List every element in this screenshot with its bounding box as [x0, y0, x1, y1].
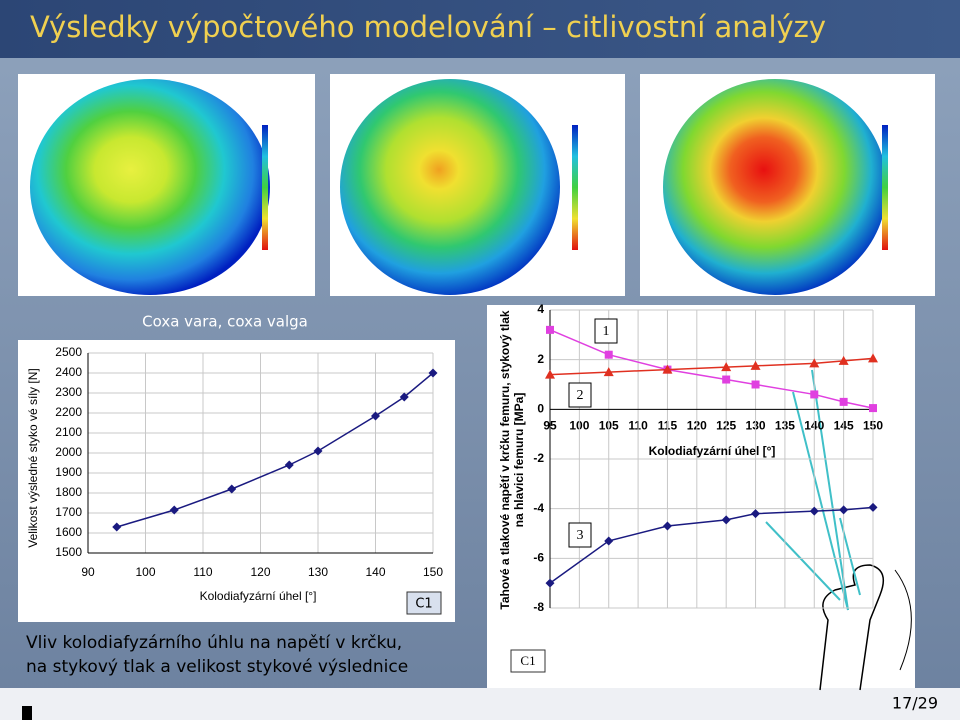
x-tick-label: 140: [365, 565, 385, 579]
y-tick-label: 1800: [55, 485, 82, 499]
y-tick-label: 1500: [55, 545, 82, 559]
marker: [751, 380, 760, 389]
y-tick-label: 2200: [55, 405, 82, 419]
marker: [721, 515, 731, 525]
contour-images: [18, 74, 935, 296]
marker: [603, 367, 614, 377]
y-axis-label: Tahové a tlakové napětí v krčku femuru, …: [498, 310, 512, 610]
marker: [839, 505, 849, 515]
contour: [340, 79, 560, 295]
slide-title: Výsledky výpočtového modelování – citliv…: [30, 10, 826, 44]
x-tick-label: 100: [135, 565, 155, 579]
series-line: [549, 329, 874, 409]
marker: [751, 509, 761, 519]
series-line: [549, 506, 874, 584]
title-bar: [0, 0, 960, 58]
annotation-box: [406, 591, 442, 615]
x-tick-label: 90: [81, 565, 95, 579]
marker: [869, 404, 877, 413]
x-axis-label: Kolodiafyzární úhel [°]: [649, 444, 776, 458]
x-axis-label: Kolodiafyzární úhel [°]: [200, 589, 317, 603]
y-tick-label: 4: [537, 302, 544, 316]
series-label-box: [568, 522, 592, 548]
marker: [662, 364, 673, 374]
marker: [722, 375, 731, 384]
y-tick-label: -8: [533, 600, 544, 614]
marker: [545, 578, 555, 588]
marker: [750, 360, 761, 370]
y-tick-label: 2300: [55, 385, 82, 399]
colorbar: [262, 125, 268, 250]
marker: [604, 536, 614, 546]
y-tick-label: 0: [537, 402, 544, 416]
chart-frame: [18, 340, 455, 622]
annotation: C1: [415, 597, 432, 612]
footer-line: Vliv kolodiafyzárního úhlu na napětí v k…: [26, 633, 402, 653]
marker: [169, 505, 179, 515]
annotation: C1: [520, 653, 535, 668]
footer-bar: [0, 688, 960, 720]
y-tick-label: -4: [533, 501, 544, 515]
marker: [313, 446, 323, 456]
marker: [399, 392, 409, 402]
marker: [227, 484, 237, 494]
y-tick-label: 1900: [55, 465, 82, 479]
contour: [30, 79, 270, 295]
y-axis-label: na hlavici femuru [MPa]: [512, 393, 526, 528]
y-tick-label: 1600: [55, 525, 82, 539]
marker: [545, 369, 555, 379]
marker: [868, 502, 878, 512]
y-tick-label: 2500: [55, 345, 82, 359]
y-tick-label: -6: [533, 551, 544, 565]
marker: [721, 362, 732, 372]
marker: [868, 353, 878, 363]
marker: [662, 521, 672, 531]
marker: [838, 355, 849, 365]
footer-line: na stykový tlak a velikost stykové výsle…: [26, 657, 408, 677]
marker: [371, 411, 380, 421]
y-tick-label: 2100: [55, 425, 82, 439]
y-tick-label: 2: [537, 352, 544, 366]
x-tick-label: 150: [423, 565, 443, 579]
colorbar: [882, 125, 888, 250]
y-tick-label: 1700: [55, 505, 82, 519]
y-tick-label: 2400: [55, 365, 82, 379]
marker: [809, 506, 819, 516]
marker: [809, 358, 820, 368]
series-label-box: [568, 382, 592, 408]
x-tick-label: 120: [250, 565, 270, 579]
marker: [839, 397, 848, 406]
y-tick-label: -2: [533, 451, 544, 465]
annotation-box: [510, 649, 546, 673]
x-tick-label: 130: [308, 565, 328, 579]
y-axis-label: Velikost výsledné styko vé síly [N]: [26, 368, 40, 547]
series-label-box: [594, 318, 618, 344]
series-line: [549, 357, 874, 376]
marker: [810, 390, 819, 399]
femur-sketch: [765, 369, 912, 691]
marker: [546, 325, 554, 334]
marker: [604, 350, 613, 359]
series-label: 2: [577, 388, 584, 403]
y-tick-label: 2000: [55, 445, 82, 459]
marker: [112, 522, 122, 532]
x-tick-label: 110: [193, 565, 212, 579]
contour: [663, 79, 887, 295]
marker: [428, 368, 438, 378]
marker: [284, 460, 294, 470]
colorbar: [572, 125, 578, 250]
series-line: [116, 372, 434, 528]
page-number: 17/29: [892, 694, 938, 713]
footer-mark: [22, 706, 32, 720]
chart-frame: [487, 305, 915, 688]
series-label: 1: [603, 324, 610, 339]
caption: Coxa vara, coxa valga: [142, 313, 308, 331]
series-label: 3: [577, 528, 584, 543]
